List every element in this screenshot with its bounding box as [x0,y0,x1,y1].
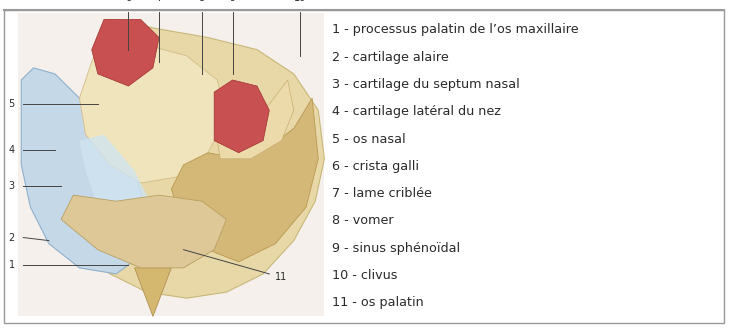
Polygon shape [135,268,171,316]
Text: 9 - sinus sphénoïdal: 9 - sinus sphénoïdal [332,242,460,255]
Text: 11 - os palatin: 11 - os palatin [332,296,424,309]
Text: 3: 3 [9,181,15,191]
Text: 6 - crista galli: 6 - crista galli [332,160,418,173]
Polygon shape [171,98,319,262]
Text: 5: 5 [8,99,15,109]
Text: 9: 9 [230,0,235,3]
Text: 7 - lame criblée: 7 - lame criblée [332,187,432,200]
Text: 10: 10 [294,0,306,3]
Polygon shape [79,38,227,183]
Text: 8 - vomer: 8 - vomer [332,214,394,227]
Polygon shape [61,195,227,268]
Text: 7: 7 [156,0,162,3]
Polygon shape [79,135,153,256]
Text: 2: 2 [8,232,15,242]
Polygon shape [55,19,324,298]
Polygon shape [214,80,294,159]
Text: 1 - processus palatin de l’os maxillaire: 1 - processus palatin de l’os maxillaire [332,23,578,36]
Text: 5 - os nasal: 5 - os nasal [332,133,405,146]
Text: 4 - cartilage latéral du nez: 4 - cartilage latéral du nez [332,105,501,118]
Text: 3 - cartilage du septum nasal: 3 - cartilage du septum nasal [332,78,520,91]
Text: 4: 4 [9,145,15,155]
Polygon shape [92,19,159,86]
Text: 11: 11 [276,272,288,282]
Bar [18,13,324,316]
Polygon shape [21,68,147,274]
Text: 2 - cartilage alaire: 2 - cartilage alaire [332,51,448,64]
Text: 1: 1 [9,260,15,270]
Text: 8: 8 [199,0,205,3]
Text: 10 - clivus: 10 - clivus [332,269,397,282]
Text: 6: 6 [125,0,131,3]
Polygon shape [214,80,269,153]
